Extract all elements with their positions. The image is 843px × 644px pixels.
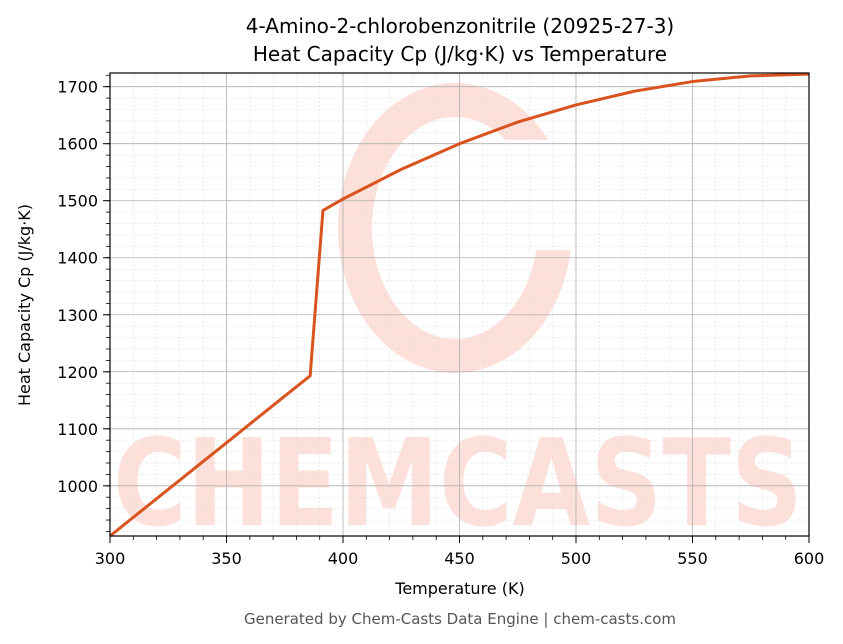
x-tick-label: 600 [794, 549, 825, 568]
watermark-text: CHEMCASTS [113, 415, 803, 554]
x-tick-label: 400 [328, 549, 359, 568]
x-tick-label: 450 [444, 549, 475, 568]
series-line-heat-capacity [109, 72, 810, 538]
y-tick-label: 1200 [57, 363, 98, 382]
x-tick-label: 350 [211, 549, 242, 568]
y-tick-labels: 1000 1100 1200 1300 1400 1500 1600 1700 [57, 78, 98, 496]
y-tick-label: 1100 [57, 420, 98, 439]
watermark: CHEMCASTS [113, 83, 803, 554]
y-tick-label: 1400 [57, 249, 98, 268]
chart-title-line2: Heat Capacity Cp (J/kg·K) vs Temperature [253, 42, 667, 66]
chart-title-line1: 4-Amino-2-chlorobenzonitrile (20925-27-3… [246, 14, 674, 38]
y-tick-label: 1500 [57, 192, 98, 211]
y-tick-label: 1700 [57, 78, 98, 97]
axis-ticks [103, 74, 810, 543]
footer-credit: Generated by Chem-Casts Data Engine | ch… [244, 610, 676, 628]
y-axis-label: Heat Capacity Cp (J/kg·K) [15, 204, 34, 406]
x-tick-label: 550 [677, 549, 708, 568]
y-tick-label: 1000 [57, 477, 98, 496]
x-tick-label: 300 [95, 549, 126, 568]
x-tick-labels: 300 350 400 450 500 550 600 [95, 549, 825, 568]
x-tick-label: 500 [561, 549, 592, 568]
y-tick-label: 1600 [57, 135, 98, 154]
x-axis-label: Temperature (K) [394, 579, 524, 598]
watermark-c-gap [505, 140, 585, 250]
y-tick-label: 1300 [57, 306, 98, 325]
